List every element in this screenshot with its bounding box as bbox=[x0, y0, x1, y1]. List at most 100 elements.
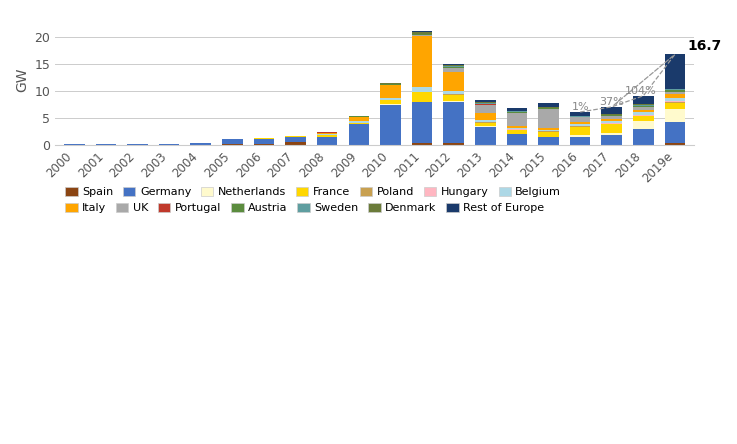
Bar bbox=[412, 143, 433, 145]
Bar bbox=[601, 116, 622, 119]
Bar bbox=[222, 144, 242, 145]
Bar bbox=[538, 108, 559, 109]
Bar bbox=[570, 122, 590, 124]
Bar bbox=[412, 34, 433, 35]
Bar bbox=[380, 104, 401, 105]
Bar bbox=[444, 102, 464, 143]
Text: 1%: 1% bbox=[571, 102, 589, 112]
Bar bbox=[538, 130, 559, 131]
Bar bbox=[538, 109, 559, 128]
Text: 104%: 104% bbox=[624, 86, 656, 95]
Bar bbox=[444, 72, 464, 91]
Bar bbox=[412, 35, 433, 36]
Bar bbox=[633, 115, 654, 116]
Bar bbox=[665, 109, 685, 122]
Bar bbox=[222, 139, 242, 144]
Bar bbox=[601, 135, 622, 145]
Bar bbox=[475, 102, 495, 103]
Bar bbox=[380, 100, 401, 104]
Bar bbox=[475, 127, 495, 145]
Bar bbox=[570, 127, 590, 135]
Text: 16.7: 16.7 bbox=[687, 39, 722, 53]
Bar bbox=[444, 66, 464, 67]
Bar bbox=[633, 105, 654, 106]
Bar bbox=[412, 92, 433, 102]
Bar bbox=[601, 133, 622, 135]
Bar bbox=[633, 121, 654, 129]
Y-axis label: GW: GW bbox=[15, 68, 29, 92]
Bar bbox=[665, 89, 685, 90]
Bar bbox=[285, 136, 306, 137]
Bar bbox=[317, 133, 338, 135]
Bar bbox=[601, 107, 622, 115]
Bar bbox=[159, 143, 179, 145]
Bar bbox=[380, 84, 401, 85]
Bar bbox=[601, 115, 622, 116]
Bar bbox=[190, 143, 211, 145]
Bar bbox=[601, 121, 622, 123]
Bar bbox=[633, 129, 654, 145]
Bar bbox=[538, 132, 559, 137]
Bar bbox=[665, 54, 685, 89]
Bar bbox=[633, 106, 654, 107]
Bar bbox=[475, 126, 495, 127]
Bar bbox=[538, 137, 559, 145]
Text: 37%: 37% bbox=[599, 97, 624, 107]
Bar bbox=[349, 121, 369, 123]
Bar bbox=[64, 144, 85, 145]
Bar bbox=[380, 105, 401, 145]
Bar bbox=[570, 117, 590, 122]
Bar bbox=[506, 126, 527, 128]
Bar bbox=[412, 31, 433, 32]
Bar bbox=[444, 68, 464, 72]
Bar bbox=[412, 87, 433, 92]
Bar bbox=[570, 124, 590, 126]
Bar bbox=[570, 135, 590, 137]
Bar bbox=[444, 143, 464, 145]
Bar bbox=[633, 112, 654, 115]
Bar bbox=[665, 103, 685, 109]
Bar bbox=[601, 119, 622, 121]
Bar bbox=[254, 139, 274, 144]
Bar bbox=[665, 90, 685, 91]
Bar bbox=[349, 124, 369, 145]
Bar bbox=[285, 143, 306, 145]
Bar bbox=[444, 95, 464, 101]
Bar bbox=[633, 96, 654, 104]
Bar bbox=[254, 138, 274, 139]
Bar bbox=[444, 64, 464, 66]
Bar bbox=[475, 123, 495, 126]
Bar bbox=[665, 122, 685, 143]
Bar bbox=[506, 135, 527, 145]
Bar bbox=[538, 128, 559, 130]
Bar bbox=[570, 116, 590, 117]
Bar bbox=[633, 107, 654, 110]
Bar bbox=[412, 32, 433, 34]
Bar bbox=[412, 102, 433, 143]
Bar bbox=[254, 144, 274, 145]
Legend: Italy, UK, Portugal, Austria, Sweden, Denmark, Rest of Europe: Italy, UK, Portugal, Austria, Sweden, De… bbox=[61, 198, 548, 218]
Bar bbox=[538, 103, 559, 107]
Bar bbox=[538, 107, 559, 108]
Bar bbox=[444, 101, 464, 102]
Bar bbox=[665, 92, 685, 94]
Bar bbox=[506, 111, 527, 112]
Bar bbox=[128, 144, 148, 145]
Bar bbox=[570, 126, 590, 127]
Bar bbox=[349, 123, 369, 124]
Bar bbox=[570, 137, 590, 145]
Bar bbox=[475, 103, 495, 104]
Bar bbox=[506, 134, 527, 135]
Bar bbox=[475, 113, 495, 120]
Bar bbox=[444, 91, 464, 94]
Bar bbox=[317, 137, 338, 145]
Bar bbox=[506, 113, 527, 126]
Bar bbox=[475, 105, 495, 113]
Bar bbox=[349, 117, 369, 121]
Bar bbox=[506, 128, 527, 129]
Bar bbox=[412, 36, 433, 87]
Bar bbox=[633, 116, 654, 121]
Bar bbox=[665, 143, 685, 145]
Bar bbox=[601, 124, 622, 133]
Bar bbox=[506, 108, 527, 111]
